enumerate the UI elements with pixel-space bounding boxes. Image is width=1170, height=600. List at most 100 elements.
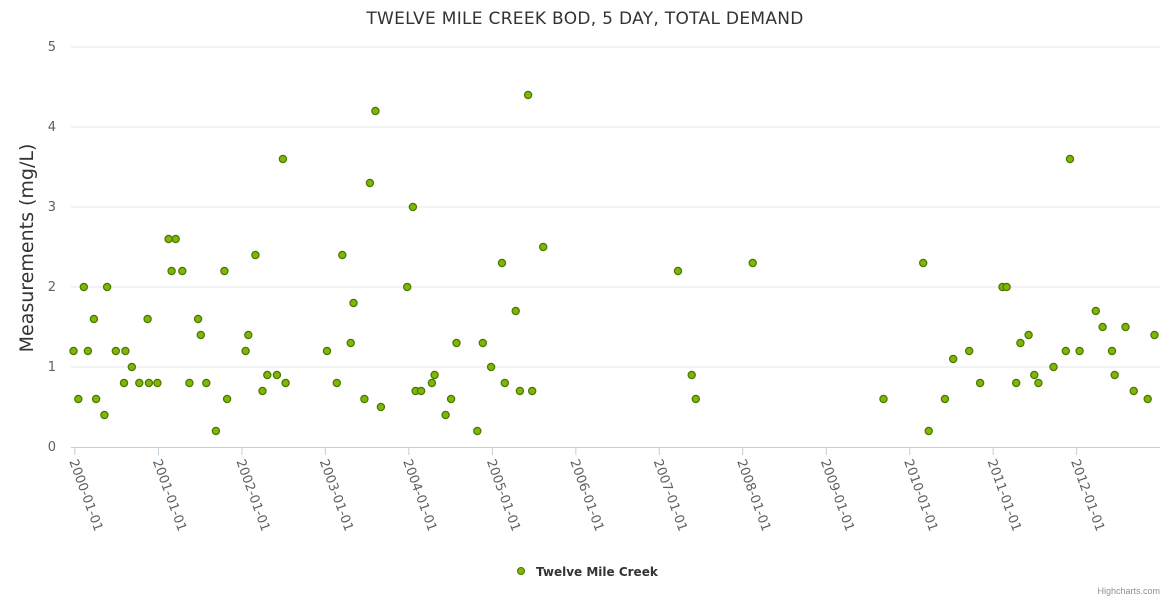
data-point[interactable] — [408, 202, 418, 212]
data-point[interactable] — [171, 234, 180, 244]
data-point[interactable] — [1034, 378, 1043, 388]
data-point[interactable] — [1002, 282, 1011, 292]
data-point[interactable] — [79, 282, 89, 292]
data-point[interactable] — [497, 258, 507, 268]
data-point[interactable] — [427, 378, 437, 388]
data-point[interactable] — [211, 426, 221, 436]
data-point[interactable] — [486, 362, 496, 372]
data-point[interactable] — [687, 370, 696, 380]
data-point[interactable] — [83, 346, 93, 356]
data-point[interactable] — [153, 378, 162, 388]
data-point[interactable] — [441, 410, 450, 420]
legend-label[interactable]: Twelve Mile Creek — [536, 565, 659, 579]
credits-link[interactable]: Highcharts.com — [1097, 586, 1160, 596]
data-point[interactable] — [1091, 306, 1101, 316]
data-point[interactable] — [965, 346, 974, 356]
data-point[interactable] — [539, 242, 548, 252]
data-point[interactable] — [446, 394, 456, 404]
data-point[interactable] — [167, 266, 176, 276]
data-point[interactable] — [748, 258, 757, 268]
data-point[interactable] — [102, 282, 112, 292]
data-point[interactable] — [178, 266, 187, 276]
data-point[interactable] — [349, 298, 358, 308]
data-point[interactable] — [879, 394, 888, 404]
data-point[interactable] — [69, 346, 78, 356]
data-point[interactable] — [673, 266, 683, 276]
data-point[interactable] — [975, 378, 985, 388]
data-point[interactable] — [1030, 370, 1039, 380]
data-point[interactable] — [272, 370, 282, 380]
data-point[interactable] — [371, 106, 380, 116]
data-point[interactable] — [365, 178, 375, 188]
data-point[interactable] — [1110, 370, 1119, 380]
data-point[interactable] — [143, 314, 152, 324]
data-point[interactable] — [523, 90, 533, 100]
data-point[interactable] — [1061, 346, 1071, 356]
data-point[interactable] — [121, 346, 130, 356]
data-point[interactable] — [135, 378, 144, 388]
data-point[interactable] — [1065, 154, 1075, 164]
data-point[interactable] — [220, 266, 229, 276]
data-point[interactable] — [500, 378, 509, 388]
data-point[interactable] — [263, 370, 272, 380]
data-point[interactable] — [244, 330, 253, 340]
data-point[interactable] — [278, 154, 288, 164]
data-point[interactable] — [91, 394, 101, 404]
data-point[interactable] — [222, 394, 232, 404]
data-point[interactable] — [100, 410, 109, 420]
data-point[interactable] — [338, 250, 347, 260]
data-point[interactable] — [473, 426, 482, 436]
data-point[interactable] — [919, 258, 928, 268]
data-point[interactable] — [1012, 378, 1021, 388]
data-point[interactable] — [949, 354, 958, 364]
data-point[interactable] — [403, 282, 412, 292]
data-point[interactable] — [1143, 394, 1152, 404]
data-point[interactable] — [1049, 362, 1058, 372]
data-point[interactable] — [511, 306, 520, 316]
data-point[interactable] — [1024, 330, 1033, 340]
data-point[interactable] — [1129, 386, 1138, 396]
data-point[interactable] — [196, 330, 205, 340]
data-point[interactable] — [1150, 330, 1159, 340]
data-point[interactable] — [376, 402, 386, 412]
data-point[interactable] — [281, 378, 290, 388]
y-tick-label: 2 — [48, 280, 56, 295]
data-point[interactable] — [940, 394, 950, 404]
data-point[interactable] — [111, 346, 121, 356]
data-point[interactable] — [691, 394, 701, 404]
data-point[interactable] — [127, 362, 136, 372]
data-point[interactable] — [89, 314, 99, 324]
data-point[interactable] — [478, 338, 487, 348]
data-point[interactable] — [1107, 346, 1117, 356]
x-tick-label: 2001-01-01 — [149, 457, 189, 533]
legend-marker[interactable] — [517, 567, 525, 575]
data-point[interactable] — [416, 386, 426, 396]
data-point[interactable] — [241, 346, 250, 356]
legend[interactable]: Twelve Mile Creek — [517, 565, 659, 579]
data-point[interactable] — [360, 394, 369, 404]
data-point[interactable] — [924, 426, 933, 436]
data-point[interactable] — [251, 250, 260, 260]
data-point[interactable] — [528, 386, 537, 396]
data-point[interactable] — [1075, 346, 1084, 356]
x-axis: 2000-01-01 2001-01-01 2002-01-01 2003-01-01… — [65, 447, 1160, 534]
y-axis: 0 1 2 3 4 5 — [48, 40, 56, 455]
data-point[interactable] — [452, 338, 461, 348]
data-point[interactable] — [119, 378, 129, 388]
data-point[interactable] — [430, 370, 439, 380]
data-point[interactable] — [74, 394, 83, 404]
data-point[interactable] — [144, 378, 154, 388]
data-point[interactable] — [346, 338, 355, 348]
data-point[interactable] — [1016, 338, 1025, 348]
data-point[interactable] — [1121, 322, 1130, 332]
data-point[interactable] — [1098, 322, 1107, 332]
data-point[interactable] — [332, 378, 341, 388]
series-points[interactable] — [69, 90, 1159, 436]
data-point[interactable] — [164, 234, 173, 244]
data-point[interactable] — [322, 346, 332, 356]
data-point[interactable] — [185, 378, 194, 388]
data-point[interactable] — [258, 386, 267, 396]
data-point[interactable] — [202, 378, 211, 388]
data-point[interactable] — [193, 314, 203, 324]
data-point[interactable] — [515, 386, 525, 396]
